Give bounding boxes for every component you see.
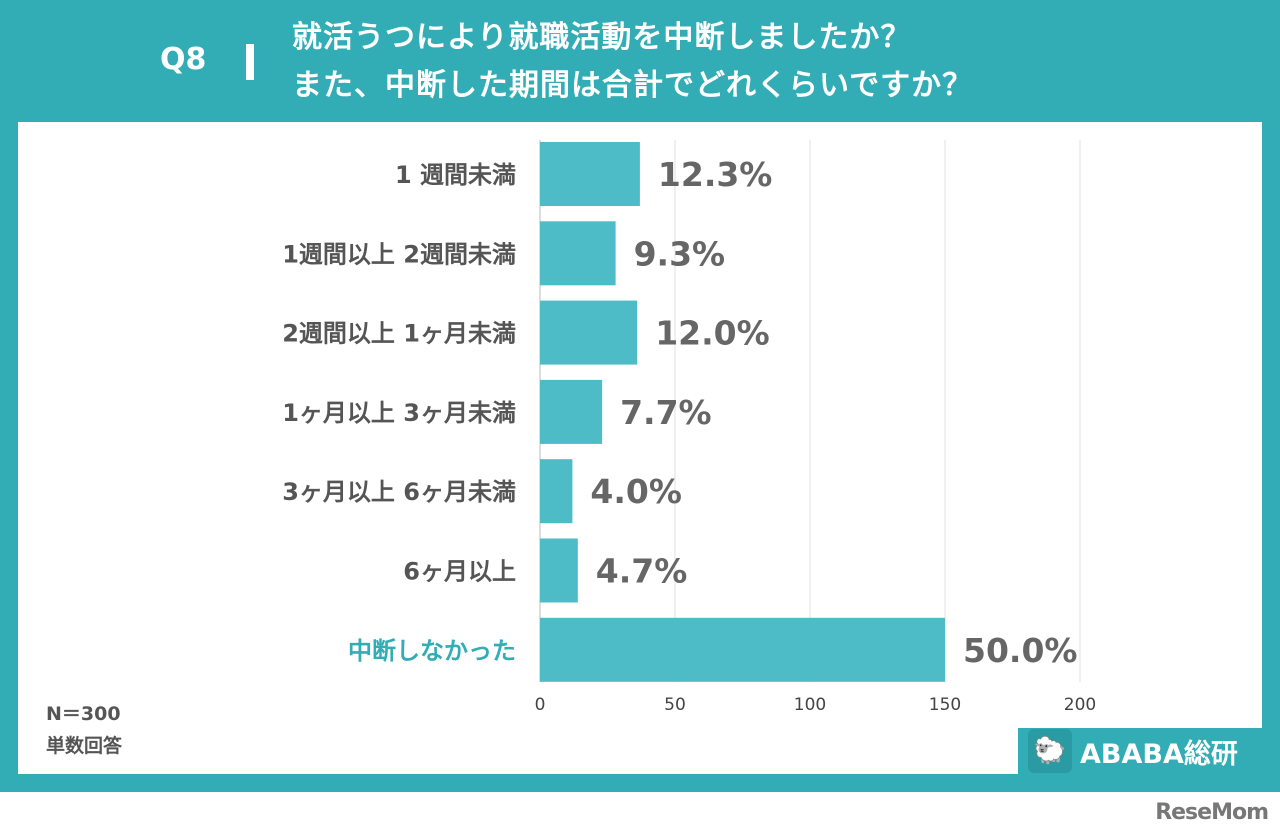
data-label: 7.7% — [620, 393, 712, 432]
x-tick-label: 0 — [535, 695, 546, 715]
x-tick-label: 50 — [664, 695, 686, 715]
data-label: 9.3% — [634, 234, 726, 273]
data-label: 4.7% — [596, 552, 688, 591]
category-label: 1ヶ月以上 3ヶ月未満 — [282, 399, 516, 427]
category-label: 中断しなかった — [348, 637, 516, 665]
bar — [540, 221, 616, 286]
category-label: 1週間以上 2週間未満 — [282, 240, 516, 268]
sample-note: N＝300 単数回答 — [46, 698, 122, 762]
alpaca-icon: 🐑 — [1028, 729, 1072, 773]
data-label: 4.0% — [590, 472, 682, 511]
category-label: 6ヶ月以上 — [403, 558, 516, 586]
category-label: 1 週間未満 — [395, 161, 516, 189]
ababa-logo: 🐑 ABABA総研 — [1018, 728, 1262, 774]
x-tick-label: 100 — [794, 695, 826, 715]
category-label: 3ヶ月以上 6ヶ月未満 — [282, 478, 516, 506]
bar — [540, 379, 603, 444]
bar — [540, 538, 578, 603]
separator — [246, 44, 254, 80]
bar — [540, 142, 640, 206]
data-label: 12.3% — [658, 155, 773, 194]
bar — [540, 617, 945, 682]
category-label: 2週間以上 1ヶ月未満 — [282, 320, 516, 348]
bar — [540, 300, 638, 365]
data-label: 50.0% — [963, 631, 1078, 670]
sample-size: N＝300 — [46, 703, 121, 725]
bar — [540, 459, 573, 524]
chart-title: 就活うつにより就職活動を中断しましたか？ また、中断した期間は合計でどれくらいです… — [292, 14, 973, 110]
title-line-1: 就活うつにより就職活動を中断しましたか？ — [292, 20, 912, 55]
data-label: 12.0% — [655, 314, 770, 353]
x-tick-label: 150 — [929, 695, 961, 715]
question-number: Q8 — [160, 42, 207, 77]
answer-type: 単数回答 — [46, 735, 123, 757]
logo-text: ABABA総研 — [1080, 738, 1238, 770]
title-line-2: また、中断した期間は合計でどれくらいですか？ — [292, 68, 974, 103]
resemom-watermark: ReseMom — [1155, 800, 1269, 825]
x-tick-label: 200 — [1064, 695, 1096, 715]
